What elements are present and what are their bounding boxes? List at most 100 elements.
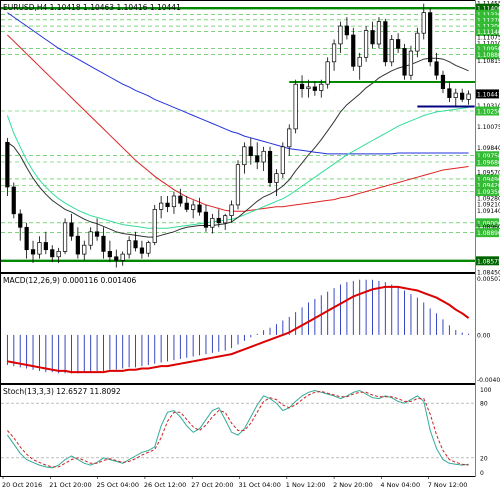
candle [351,27,356,71]
candle [280,142,285,179]
candle [203,204,209,232]
macd-tick-label: 0.00 [477,332,491,339]
candle [460,88,465,103]
macd-axis: 0.005075 0.00 -0.004005 [477,276,500,384]
price-tick-label: 1.08450 [477,270,500,277]
price-tick-label: 1.10075 [477,124,500,131]
candle [62,218,68,255]
candle [88,227,93,250]
price-tick-label: 1.09000 [477,220,500,227]
candle [210,213,215,234]
time-tick-label: 25 Oct 04:00 [97,481,139,489]
time-tick-label: 4 Nov 04:00 [380,481,420,489]
price-tag [476,218,499,228]
candle [415,27,420,58]
candle [37,236,42,259]
candle [5,137,10,196]
candle [453,88,458,107]
moving-average-blue [7,12,469,155]
price-tick-label: 1.09350 [477,189,500,196]
time-axis: 20 Oct 2016 21 Oct 20:00 25 Oct 04:00 26 Oc… [2,476,467,489]
candle [191,200,196,219]
price-tick-label: 1.09680 [477,159,500,166]
candle [376,17,382,49]
price-tag [476,187,499,197]
candle [389,34,394,67]
time-tick-label: 31 Oct 04:00 [239,481,281,489]
candle [447,81,452,103]
candle [43,231,48,255]
candle [24,222,29,259]
candle [146,240,151,257]
candle [428,8,433,67]
candle [11,182,16,219]
price-tick-label: 1.08960 [477,224,500,231]
stoch-main-line [6,389,469,469]
candle [338,21,343,53]
price-tag [476,9,499,19]
price-axis: 1.114551.114001.113301.112701.112001.111… [476,1,500,277]
stoch-tick-label: 80 [480,401,488,408]
candle [466,90,471,105]
candle [139,240,145,259]
stoch-tick-label: 0 [480,470,484,477]
time-tick-label: 21 Oct 20:00 [49,481,91,489]
price-tick-label: 1.09280 [477,195,500,202]
candle [197,197,202,216]
price-tick-label: 1.09420 [477,183,500,190]
candle [75,227,80,259]
candle [107,240,112,263]
candle [126,236,132,259]
time-tick-label: 2 Nov 20:00 [333,481,373,489]
price-tag [476,26,499,36]
candle [440,70,446,94]
candle [319,79,324,98]
price-tick-label: 1.08575 [477,258,500,265]
candle [216,209,221,228]
candle [30,240,36,264]
candle [255,142,260,170]
price-tag [476,89,499,99]
price-tag [476,151,499,161]
candle [133,231,138,252]
candle [114,249,119,268]
candle [267,146,273,188]
price-tick-label: 1.09210 [477,202,500,209]
price-tick-label: 1.09840 [477,145,500,152]
moving-average-red [7,34,469,212]
macd-title: MACD(12,26,9) 0.000116 0.001406 [3,276,137,285]
price-tick-label: 1.09140 [477,208,500,215]
candle [293,79,298,134]
candle [159,195,164,219]
price-tag [476,157,499,167]
price-tag [476,3,499,13]
candle [287,124,292,156]
candle [299,75,305,98]
price-tick-label: 1.09570 [477,169,500,176]
candle [396,33,401,53]
candle [344,17,349,40]
candle [357,52,362,80]
candle [69,213,74,241]
stoch-signal-line [7,390,469,468]
price-tick-label: 1.11400 [477,6,500,13]
price-tag [476,43,499,53]
candle [331,39,337,71]
time-tick-label: 27 Oct 20:00 [191,481,233,489]
macd-signal-line [7,285,470,374]
candle [235,160,241,210]
candle [171,191,177,214]
candle [434,52,439,80]
candle [242,142,247,174]
candle [312,81,317,96]
candle [120,251,125,266]
candle [325,57,330,89]
macd-histogram [6,279,470,374]
candles [5,3,471,268]
candle [261,146,266,171]
price-tag [476,256,499,266]
stoch-tick-label: 20 [480,455,488,462]
candle [223,213,228,230]
